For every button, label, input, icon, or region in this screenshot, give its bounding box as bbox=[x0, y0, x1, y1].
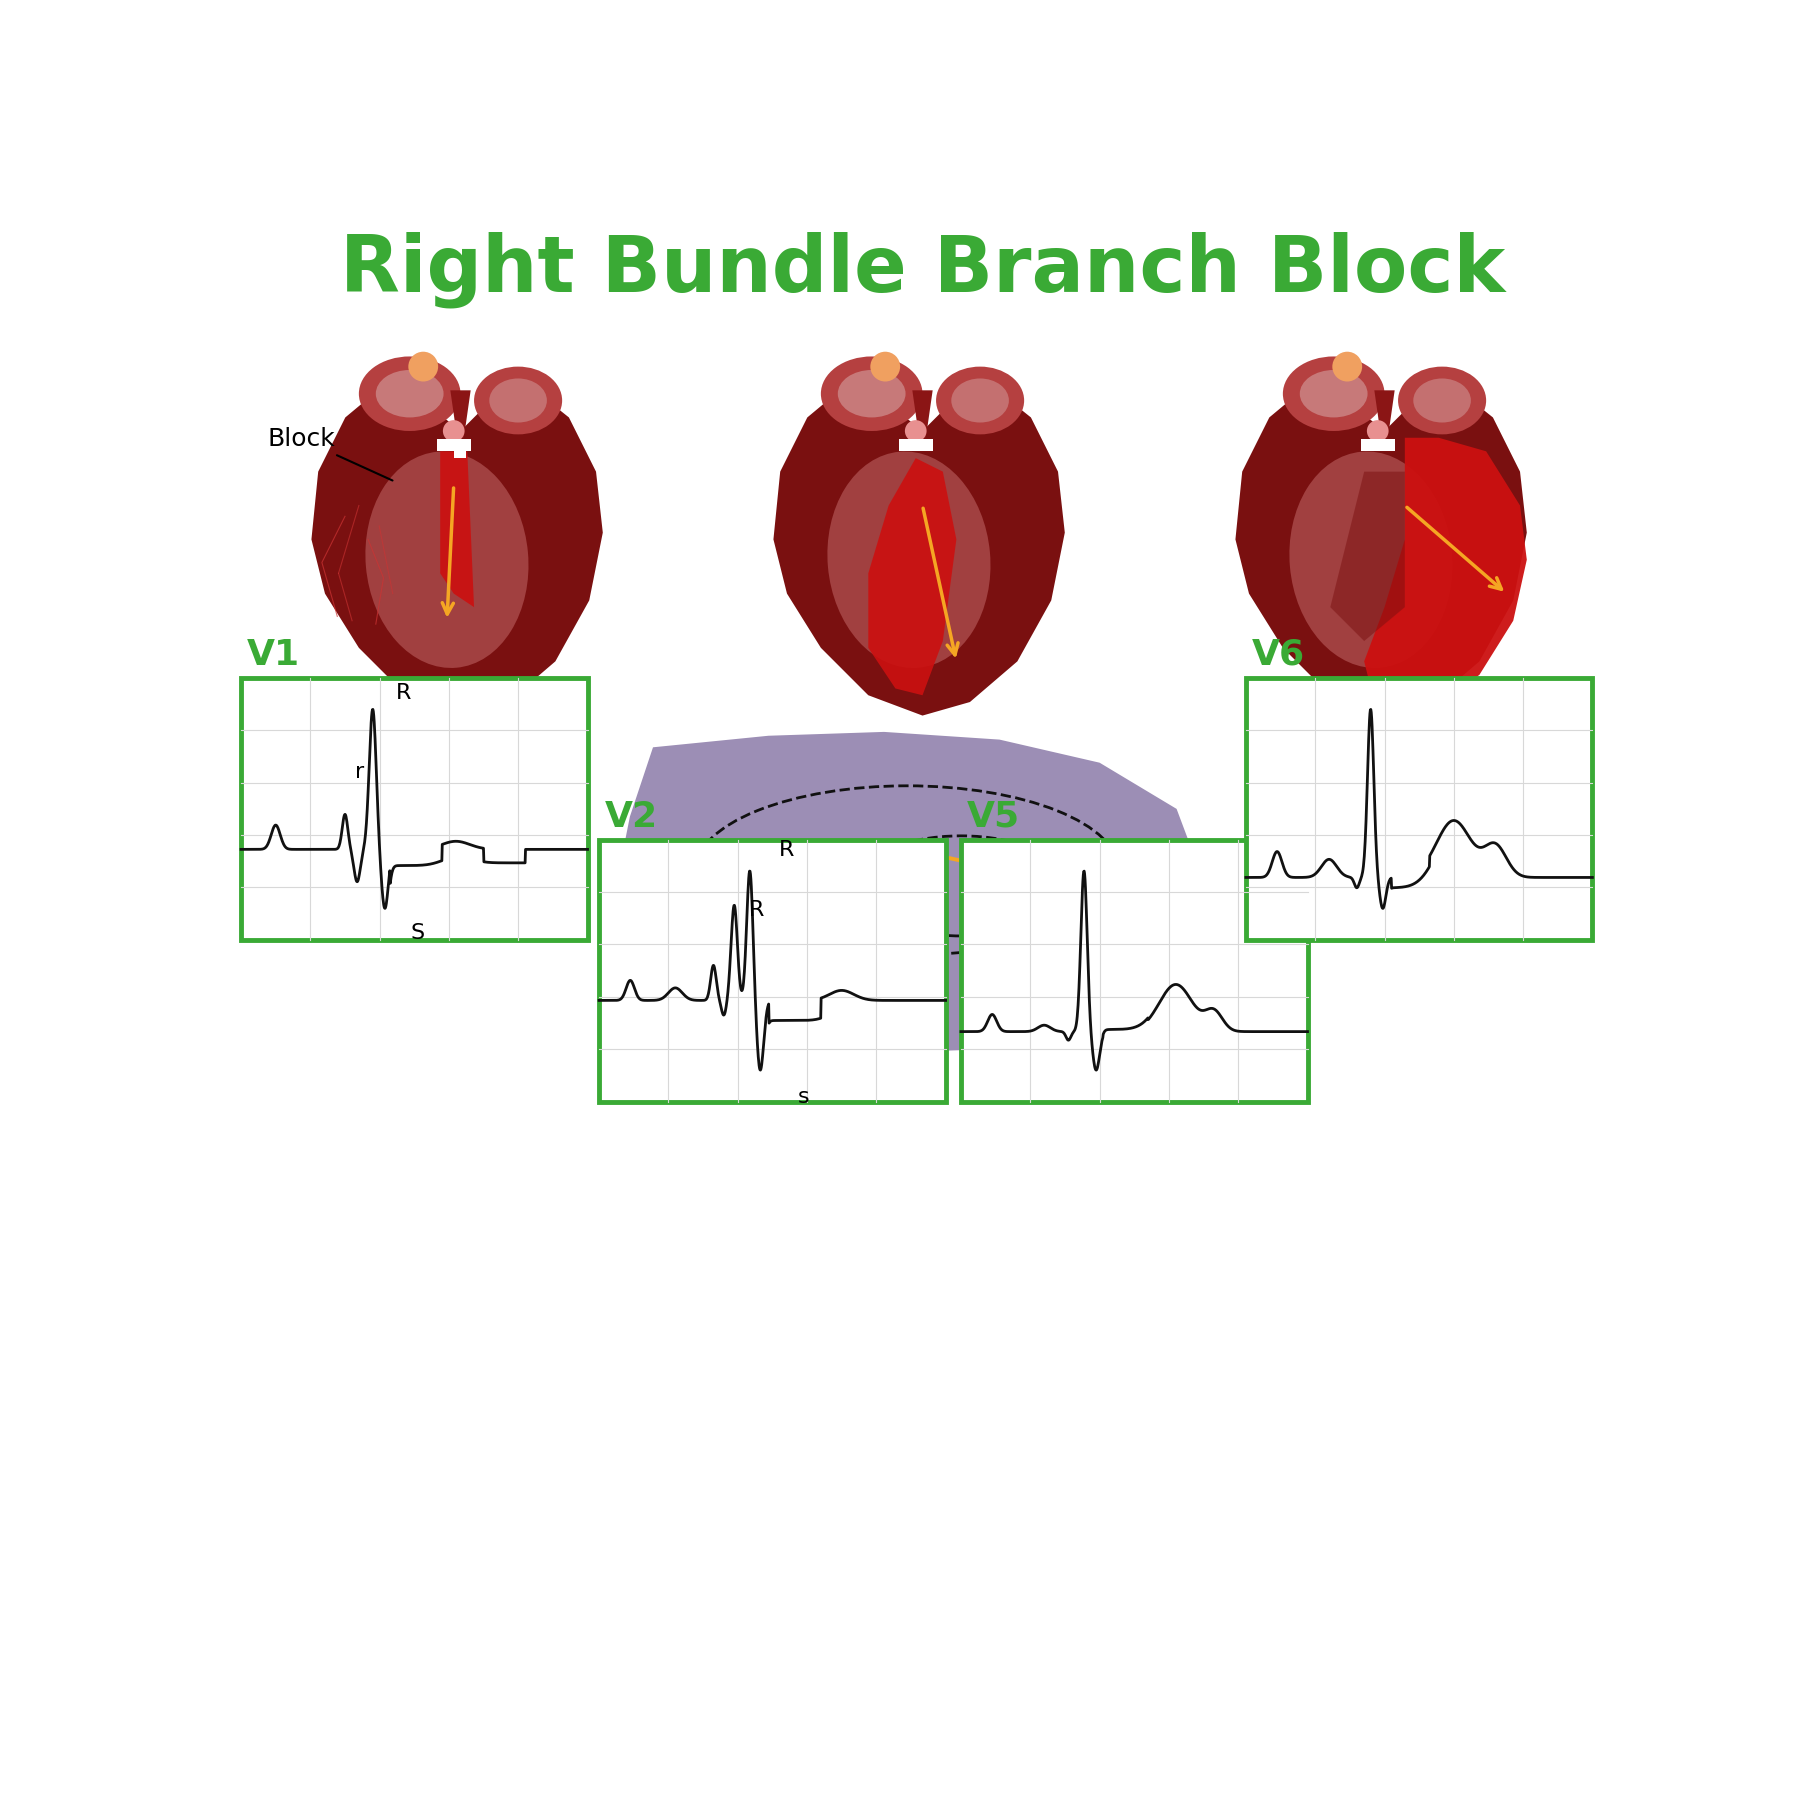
Polygon shape bbox=[441, 452, 473, 607]
Ellipse shape bbox=[1413, 378, 1471, 423]
Polygon shape bbox=[913, 391, 932, 437]
Bar bbox=[898, 439, 932, 452]
Ellipse shape bbox=[358, 356, 461, 430]
Bar bbox=[961, 839, 1307, 1102]
Polygon shape bbox=[774, 383, 1066, 716]
Bar bbox=[241, 679, 587, 940]
Circle shape bbox=[871, 351, 900, 382]
Bar bbox=[774, 1031, 794, 1053]
Polygon shape bbox=[1235, 383, 1526, 716]
Polygon shape bbox=[1375, 391, 1395, 437]
Text: R: R bbox=[749, 900, 765, 920]
Text: V1: V1 bbox=[680, 1053, 702, 1071]
Bar bbox=[889, 1031, 909, 1053]
Text: R: R bbox=[396, 684, 412, 704]
Circle shape bbox=[1332, 351, 1363, 382]
Bar bbox=[1190, 866, 1210, 887]
Polygon shape bbox=[450, 391, 470, 437]
Ellipse shape bbox=[490, 378, 547, 423]
Polygon shape bbox=[1330, 472, 1404, 641]
Circle shape bbox=[905, 419, 927, 441]
Text: V6: V6 bbox=[1253, 637, 1305, 671]
Text: V2: V2 bbox=[605, 799, 659, 833]
Text: V3: V3 bbox=[889, 1060, 911, 1078]
Text: r: r bbox=[355, 761, 364, 783]
Polygon shape bbox=[868, 457, 956, 695]
Ellipse shape bbox=[837, 371, 905, 418]
Text: V4: V4 bbox=[1004, 1057, 1026, 1075]
Text: V1: V1 bbox=[247, 637, 301, 671]
Text: R: R bbox=[779, 841, 794, 860]
Text: V5: V5 bbox=[967, 799, 1021, 833]
Ellipse shape bbox=[1399, 367, 1487, 434]
Bar bbox=[437, 439, 470, 452]
Text: V2: V2 bbox=[772, 1060, 796, 1078]
Ellipse shape bbox=[950, 378, 1008, 423]
Polygon shape bbox=[614, 733, 1208, 1051]
Ellipse shape bbox=[473, 367, 562, 434]
Text: V6: V6 bbox=[1188, 895, 1211, 913]
Text: S: S bbox=[410, 923, 425, 943]
Ellipse shape bbox=[821, 356, 922, 430]
Polygon shape bbox=[1364, 437, 1526, 716]
Text: Block: Block bbox=[268, 427, 392, 481]
Ellipse shape bbox=[828, 452, 990, 668]
Circle shape bbox=[1366, 419, 1388, 441]
Ellipse shape bbox=[1289, 452, 1453, 668]
Polygon shape bbox=[311, 383, 603, 716]
Text: Right Bundle Branch Block: Right Bundle Branch Block bbox=[340, 232, 1505, 308]
Ellipse shape bbox=[365, 452, 529, 668]
Bar bbox=[1246, 679, 1593, 940]
Bar bbox=[1004, 1028, 1024, 1049]
Circle shape bbox=[443, 419, 464, 441]
Text: V5: V5 bbox=[1157, 979, 1179, 997]
Circle shape bbox=[409, 351, 437, 382]
Bar bbox=[1159, 952, 1179, 974]
Bar bbox=[682, 1024, 702, 1046]
Ellipse shape bbox=[1283, 356, 1384, 430]
Ellipse shape bbox=[936, 367, 1024, 434]
Bar bbox=[1361, 439, 1395, 452]
Bar bbox=[454, 445, 466, 457]
Ellipse shape bbox=[1300, 371, 1368, 418]
Text: s: s bbox=[797, 1087, 810, 1107]
Bar bbox=[599, 839, 945, 1102]
Ellipse shape bbox=[376, 371, 443, 418]
